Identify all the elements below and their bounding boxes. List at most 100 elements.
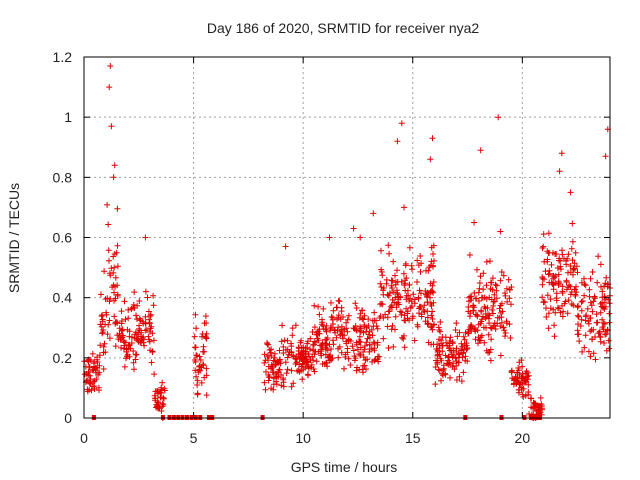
data-point: [394, 289, 401, 296]
data-point: [458, 340, 465, 347]
data-point: [345, 312, 352, 319]
data-point: [539, 245, 546, 251]
data-point: [349, 343, 356, 350]
data-point: [125, 315, 132, 322]
data-point: [262, 386, 269, 393]
data-point: [120, 338, 127, 345]
data-point: [320, 305, 327, 312]
data-point: [557, 309, 564, 316]
data-point: [307, 357, 314, 364]
data-point: [142, 234, 149, 241]
data-point: [538, 406, 545, 413]
data-point: [464, 358, 471, 365]
data-point: [203, 372, 210, 379]
data-point: [292, 361, 299, 367]
data-point: [360, 349, 367, 355]
data-point: [414, 279, 420, 285]
data-point: [443, 339, 450, 346]
data-point: [279, 322, 286, 329]
data-point: [127, 345, 134, 352]
data-point: [374, 342, 381, 348]
data-point: [338, 349, 345, 356]
data-point: [556, 168, 563, 175]
data-point: [131, 366, 137, 373]
data-point: [546, 270, 553, 277]
data-point: [560, 308, 567, 315]
data-point: [98, 313, 105, 320]
data-point: [489, 275, 496, 282]
data-point: [313, 358, 320, 365]
data-point: [578, 298, 585, 305]
data-point: [313, 331, 320, 338]
data-point: [438, 377, 444, 384]
data-point: [462, 353, 469, 360]
data-point: [114, 242, 121, 249]
data-point: [100, 366, 107, 372]
data-point: [582, 282, 589, 289]
data-point: [545, 230, 552, 237]
data-point: [389, 296, 396, 303]
data-point: [394, 299, 401, 306]
data-point: [559, 302, 565, 309]
data-point: [506, 321, 513, 328]
data-point: [525, 381, 532, 388]
data-point: [540, 231, 547, 238]
data-point: [537, 394, 544, 401]
data-point: [366, 328, 373, 335]
data-point: [496, 305, 503, 312]
data-point: [599, 288, 606, 295]
data-point: [125, 306, 132, 313]
data-point: [280, 379, 287, 386]
data-point: [270, 386, 277, 393]
data-point: [497, 323, 504, 330]
data-point: [108, 265, 115, 272]
data-point: [280, 350, 287, 356]
data-point: [590, 350, 597, 357]
data-point: [89, 350, 96, 357]
data-point: [581, 281, 588, 288]
data-point: [430, 279, 437, 285]
data-point: [481, 339, 488, 346]
data-point: [475, 340, 481, 347]
data-point: [411, 300, 418, 307]
data-point: [150, 337, 157, 344]
data-point: [104, 201, 111, 208]
data-point: [424, 308, 431, 315]
data-point: [366, 342, 373, 348]
data-point: [466, 252, 473, 258]
data-point: [328, 346, 334, 352]
data-point: [502, 292, 509, 299]
data-point: [361, 323, 368, 330]
data-point: [399, 334, 406, 341]
data-point: [589, 308, 596, 315]
data-point: [493, 282, 500, 289]
data-point: [498, 319, 505, 326]
data-point: [114, 282, 121, 289]
data-point: [298, 351, 305, 358]
data-point: [336, 343, 343, 350]
data-point: [587, 299, 594, 306]
data-point: [511, 376, 518, 382]
data-point: [84, 388, 91, 395]
y-tick-label: 0.8: [53, 169, 73, 185]
data-point: [581, 292, 588, 299]
data-point: [491, 291, 498, 298]
data-point: [377, 280, 384, 287]
data-point: [199, 333, 205, 340]
data-point: [427, 262, 434, 269]
data-point: [584, 305, 591, 312]
data-point: [528, 395, 535, 402]
data-point: [508, 367, 515, 374]
data-point: [330, 337, 336, 344]
data-point: [508, 301, 514, 308]
data-point: [131, 289, 138, 296]
data-point: [95, 384, 102, 391]
data-point: [324, 363, 331, 370]
data-point: [521, 377, 528, 384]
data-point: [378, 284, 385, 290]
data-point: [387, 303, 394, 310]
data-point: [397, 294, 404, 301]
data-point: [142, 320, 149, 327]
data-point: [501, 327, 508, 334]
data-point: [133, 351, 140, 358]
